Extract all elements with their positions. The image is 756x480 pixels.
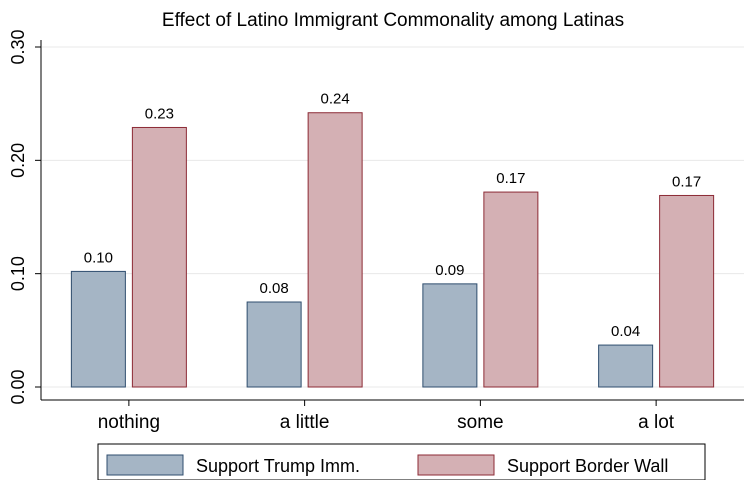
bar-label-support-border-wall-nothing: 0.23 bbox=[145, 105, 174, 122]
legend-label-support-border-wall: Support Border Wall bbox=[507, 456, 668, 476]
y-tick-label: 0.20 bbox=[8, 143, 28, 178]
bar-label-support-trump-imm-some: 0.09 bbox=[435, 262, 464, 279]
legend-label-support-trump-imm: Support Trump Imm. bbox=[196, 456, 360, 476]
bar-value-labels: 0.10 0.23 0.08 0.24 0.09 0.17 0.04 0.17 bbox=[84, 91, 701, 340]
bar-support-border-wall-some bbox=[483, 191, 539, 388]
bar-label-support-trump-imm-nothing: 0.10 bbox=[84, 249, 113, 266]
bars bbox=[70, 112, 715, 388]
bar-support-border-wall-nothing bbox=[131, 126, 187, 388]
x-tick-label-a-lot: a lot bbox=[638, 412, 675, 433]
y-ticks: 0.00 0.10 0.20 0.30 bbox=[8, 29, 41, 405]
bar-support-trump-imm-some bbox=[422, 283, 478, 388]
y-tick-label: 0.00 bbox=[8, 369, 28, 404]
bar-support-trump-imm-a-little bbox=[246, 301, 302, 388]
y-tick-label: 0.10 bbox=[8, 256, 28, 291]
bar-support-trump-imm-a-lot bbox=[598, 344, 654, 388]
x-tick-label-nothing: nothing bbox=[98, 412, 160, 433]
bar-label-support-border-wall-some: 0.17 bbox=[496, 170, 525, 187]
x-ticks: nothing a little some a lot bbox=[98, 400, 675, 433]
x-tick-label-a-little: a little bbox=[280, 412, 330, 433]
chart-title: Effect of Latino Immigrant Commonality a… bbox=[162, 10, 624, 31]
legend-swatch-support-border-wall bbox=[417, 454, 495, 476]
bar-label-support-border-wall-a-little: 0.24 bbox=[321, 91, 350, 108]
bar-support-border-wall-a-lot bbox=[659, 194, 715, 388]
bar-label-support-border-wall-a-lot: 0.17 bbox=[672, 173, 701, 190]
bar-label-support-trump-imm-a-lot: 0.04 bbox=[611, 323, 640, 340]
bar-support-border-wall-a-little bbox=[307, 112, 363, 388]
legend-swatch-support-trump-imm bbox=[106, 454, 184, 476]
legend-box bbox=[97, 443, 706, 480]
y-tick-label: 0.30 bbox=[8, 29, 28, 64]
legend: Support Trump Imm. Support Border Wall bbox=[97, 443, 706, 480]
bar-label-support-trump-imm-a-little: 0.08 bbox=[260, 280, 289, 297]
x-tick-label-some: some bbox=[457, 412, 503, 433]
bar-support-trump-imm-nothing bbox=[70, 270, 126, 388]
